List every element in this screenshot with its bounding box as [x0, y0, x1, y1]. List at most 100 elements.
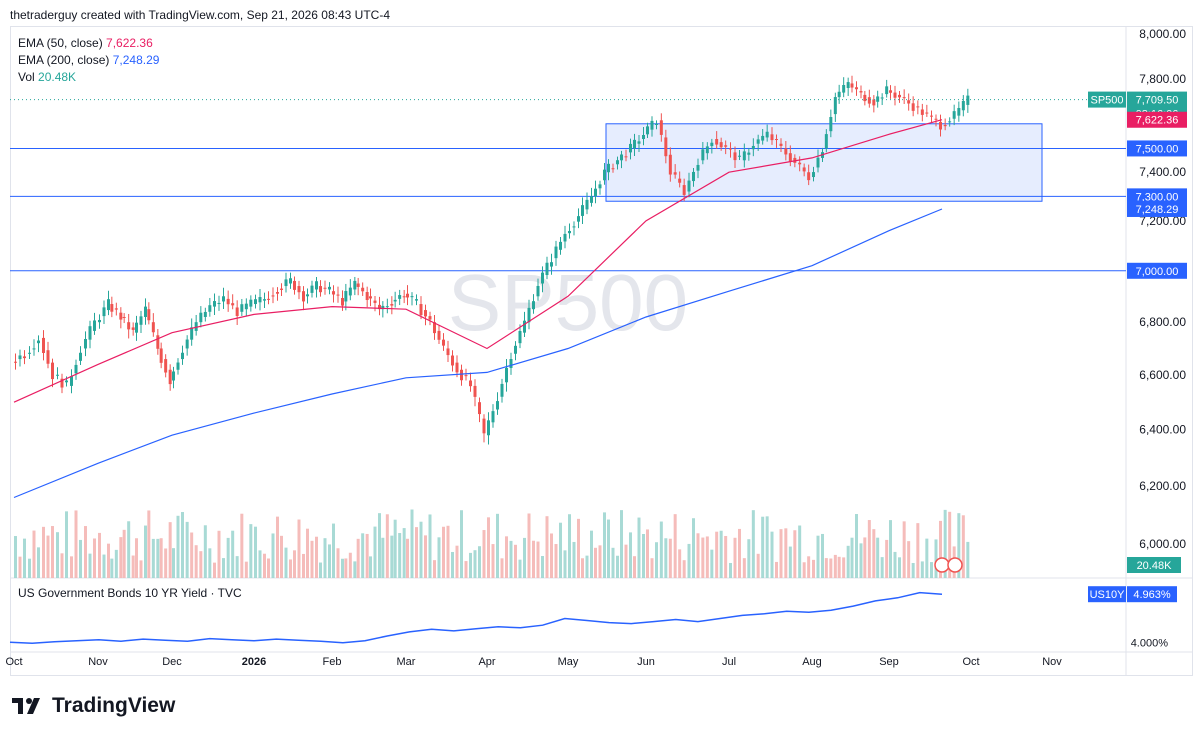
time-tick-label: Nov [88, 656, 108, 668]
candle-body [637, 141, 641, 144]
volume-bar [107, 543, 110, 578]
candle-body [289, 278, 292, 284]
candle-body [948, 121, 952, 123]
volume-bar [306, 528, 309, 578]
volume-bar [378, 513, 381, 578]
volume-bar [460, 510, 463, 578]
volume-bar [687, 543, 691, 578]
volume-bar [263, 553, 266, 578]
candle-body [952, 111, 956, 119]
volume-bar [336, 548, 340, 578]
candle-body [127, 322, 131, 330]
volume-bar [60, 553, 64, 578]
candle-body [217, 302, 221, 305]
volume-bar [385, 514, 389, 578]
volume-bar [629, 532, 632, 578]
tradingview-brand[interactable]: TradingView [12, 694, 175, 718]
ema200-legend-row[interactable]: EMA (200, close) 7,248.29 [18, 52, 159, 69]
volume-legend-row[interactable]: Vol 20.48K [18, 69, 159, 86]
candle-body [607, 163, 610, 173]
volume-bar [807, 556, 811, 578]
candle-body [603, 169, 606, 181]
brand-name: TradingView [52, 694, 176, 717]
candle-body [633, 139, 636, 149]
volume-bar [159, 538, 163, 578]
volume-bar [620, 510, 623, 578]
candle-body [751, 145, 755, 150]
volume-bar [79, 539, 82, 578]
volume-bar [775, 561, 778, 578]
volume-bar [594, 547, 597, 578]
level-price-text: 7,500.00 [1136, 143, 1179, 155]
candle-body [943, 124, 947, 127]
candle-body [876, 96, 880, 102]
candle-body [42, 337, 45, 353]
ema50-legend-row[interactable]: EMA (50, close) 7,622.36 [18, 35, 159, 52]
volume-legend-label: Vol [18, 70, 35, 84]
volume-bar [705, 536, 709, 578]
volume-bar [563, 550, 567, 578]
price-tick-label: 8,000.00 [1139, 27, 1186, 41]
candle-body [487, 420, 490, 436]
volume-bar [51, 526, 54, 578]
volume-bar [925, 538, 929, 578]
candle-body [765, 131, 769, 138]
last-price-text: 7,709.50 [1136, 95, 1179, 107]
yield-legend[interactable]: US Government Bonds 10 YR Yield · TVC [18, 586, 242, 600]
candle-body [705, 146, 709, 154]
candle-body [788, 153, 792, 162]
yield-value-badge [1127, 586, 1177, 603]
volume-bar [28, 558, 31, 578]
time-tick-label: Nov [1042, 656, 1062, 668]
candle-body [719, 142, 723, 148]
candle-body [473, 385, 477, 397]
volume-bar [249, 524, 253, 578]
volume-bar [419, 521, 423, 578]
price-tick-label: 7,200.00 [1139, 214, 1186, 228]
volume-bar [802, 562, 806, 578]
candle-body [276, 292, 279, 294]
ema200-legend-value: 7,248.29 [112, 53, 160, 67]
candle-body [341, 298, 344, 306]
volume-bar [568, 514, 571, 578]
volume-bar [37, 547, 40, 578]
volume-bar [139, 560, 143, 578]
volume-bar [607, 519, 610, 578]
volume-bar [240, 513, 244, 578]
volume-bar [821, 533, 824, 578]
candle-body [419, 304, 423, 316]
volume-bar [482, 530, 486, 578]
yield-symbol-badge [1088, 586, 1126, 603]
volume-bar [876, 537, 880, 578]
volume-bar [258, 550, 262, 578]
candle-body [18, 355, 22, 360]
volume-bar [701, 537, 705, 578]
volume-bar [846, 545, 850, 578]
candle-body [60, 378, 64, 388]
candle-body [920, 109, 924, 115]
candle-body [194, 322, 198, 331]
yield-tick-label: 4.000% [1131, 637, 1169, 649]
candle-body [344, 291, 348, 302]
candle-body [889, 90, 892, 93]
candle-body [532, 301, 535, 310]
candle-body [93, 320, 96, 331]
volume-bar [144, 525, 147, 578]
volume-bar [190, 532, 194, 578]
candle-body [415, 299, 418, 301]
chart-caption: thetraderguy created with TradingView.co… [10, 8, 390, 22]
candle-body [729, 148, 732, 150]
candle-body [775, 139, 778, 141]
volume-bar [235, 556, 239, 578]
volume-bar [500, 558, 504, 578]
candle-body [482, 418, 486, 434]
candle-body [491, 411, 495, 423]
candle-body [867, 97, 871, 104]
candle-body [244, 303, 248, 310]
volume-bar [715, 531, 719, 578]
candle-body [898, 94, 901, 98]
candle-body [957, 107, 961, 116]
candle-body [554, 246, 558, 259]
candle-body [655, 123, 658, 125]
